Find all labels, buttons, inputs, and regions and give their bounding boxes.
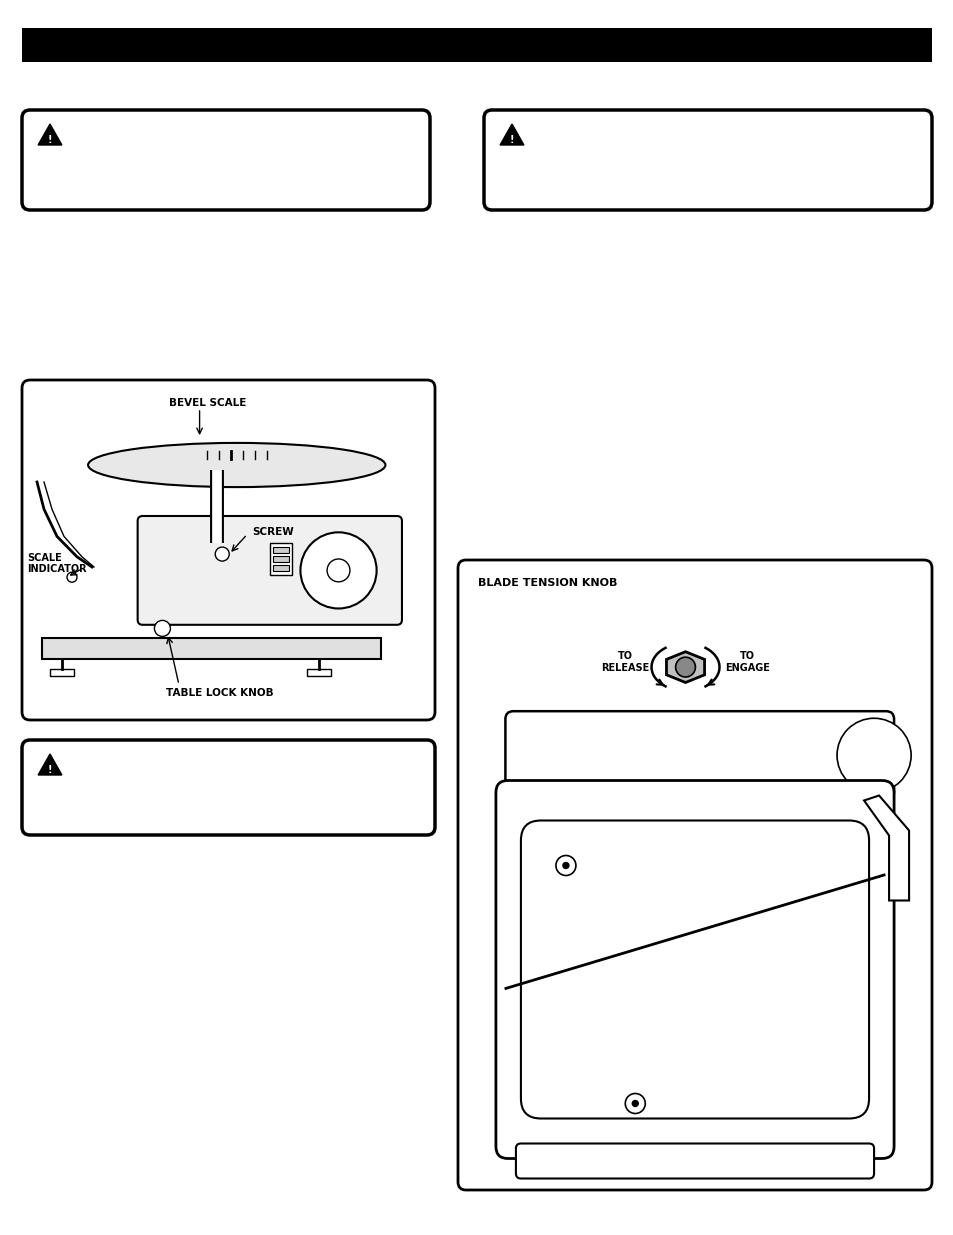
Polygon shape bbox=[666, 652, 704, 683]
Circle shape bbox=[154, 620, 171, 636]
Text: !: ! bbox=[48, 135, 52, 144]
Bar bbox=[273, 566, 289, 572]
Text: TO
RELEASE: TO RELEASE bbox=[600, 651, 649, 673]
FancyBboxPatch shape bbox=[496, 781, 893, 1158]
Circle shape bbox=[300, 532, 376, 609]
Bar bbox=[307, 669, 331, 676]
FancyBboxPatch shape bbox=[22, 740, 435, 835]
Bar bbox=[22, 28, 931, 62]
Polygon shape bbox=[863, 795, 908, 900]
FancyBboxPatch shape bbox=[516, 1144, 873, 1178]
Text: !: ! bbox=[509, 135, 514, 144]
FancyBboxPatch shape bbox=[22, 110, 430, 210]
Bar bbox=[273, 547, 289, 553]
Bar bbox=[42, 638, 380, 658]
Text: SCALE
INDICATOR: SCALE INDICATOR bbox=[27, 553, 87, 574]
Text: BLADE TENSION KNOB: BLADE TENSION KNOB bbox=[477, 578, 617, 588]
Text: SCREW: SCREW bbox=[252, 527, 294, 537]
FancyBboxPatch shape bbox=[520, 820, 868, 1119]
Text: TABLE LOCK KNOB: TABLE LOCK KNOB bbox=[166, 688, 274, 698]
FancyBboxPatch shape bbox=[22, 380, 435, 720]
Polygon shape bbox=[499, 124, 523, 144]
Bar bbox=[273, 556, 289, 562]
Circle shape bbox=[675, 657, 695, 677]
Polygon shape bbox=[38, 124, 62, 144]
Circle shape bbox=[624, 1093, 644, 1114]
FancyBboxPatch shape bbox=[505, 711, 893, 799]
Circle shape bbox=[327, 559, 350, 582]
Polygon shape bbox=[38, 755, 62, 776]
Text: BEVEL SCALE: BEVEL SCALE bbox=[169, 398, 246, 408]
FancyBboxPatch shape bbox=[457, 559, 931, 1191]
Bar bbox=[270, 543, 292, 576]
Circle shape bbox=[836, 719, 910, 793]
FancyBboxPatch shape bbox=[483, 110, 931, 210]
Bar bbox=[50, 669, 74, 676]
Circle shape bbox=[67, 572, 77, 582]
Circle shape bbox=[215, 547, 229, 561]
Circle shape bbox=[562, 862, 568, 868]
FancyBboxPatch shape bbox=[137, 516, 401, 625]
Ellipse shape bbox=[88, 443, 385, 487]
Text: TO
ENGAGE: TO ENGAGE bbox=[724, 651, 769, 673]
Circle shape bbox=[556, 856, 576, 876]
Circle shape bbox=[632, 1100, 638, 1107]
Text: !: ! bbox=[48, 766, 52, 776]
